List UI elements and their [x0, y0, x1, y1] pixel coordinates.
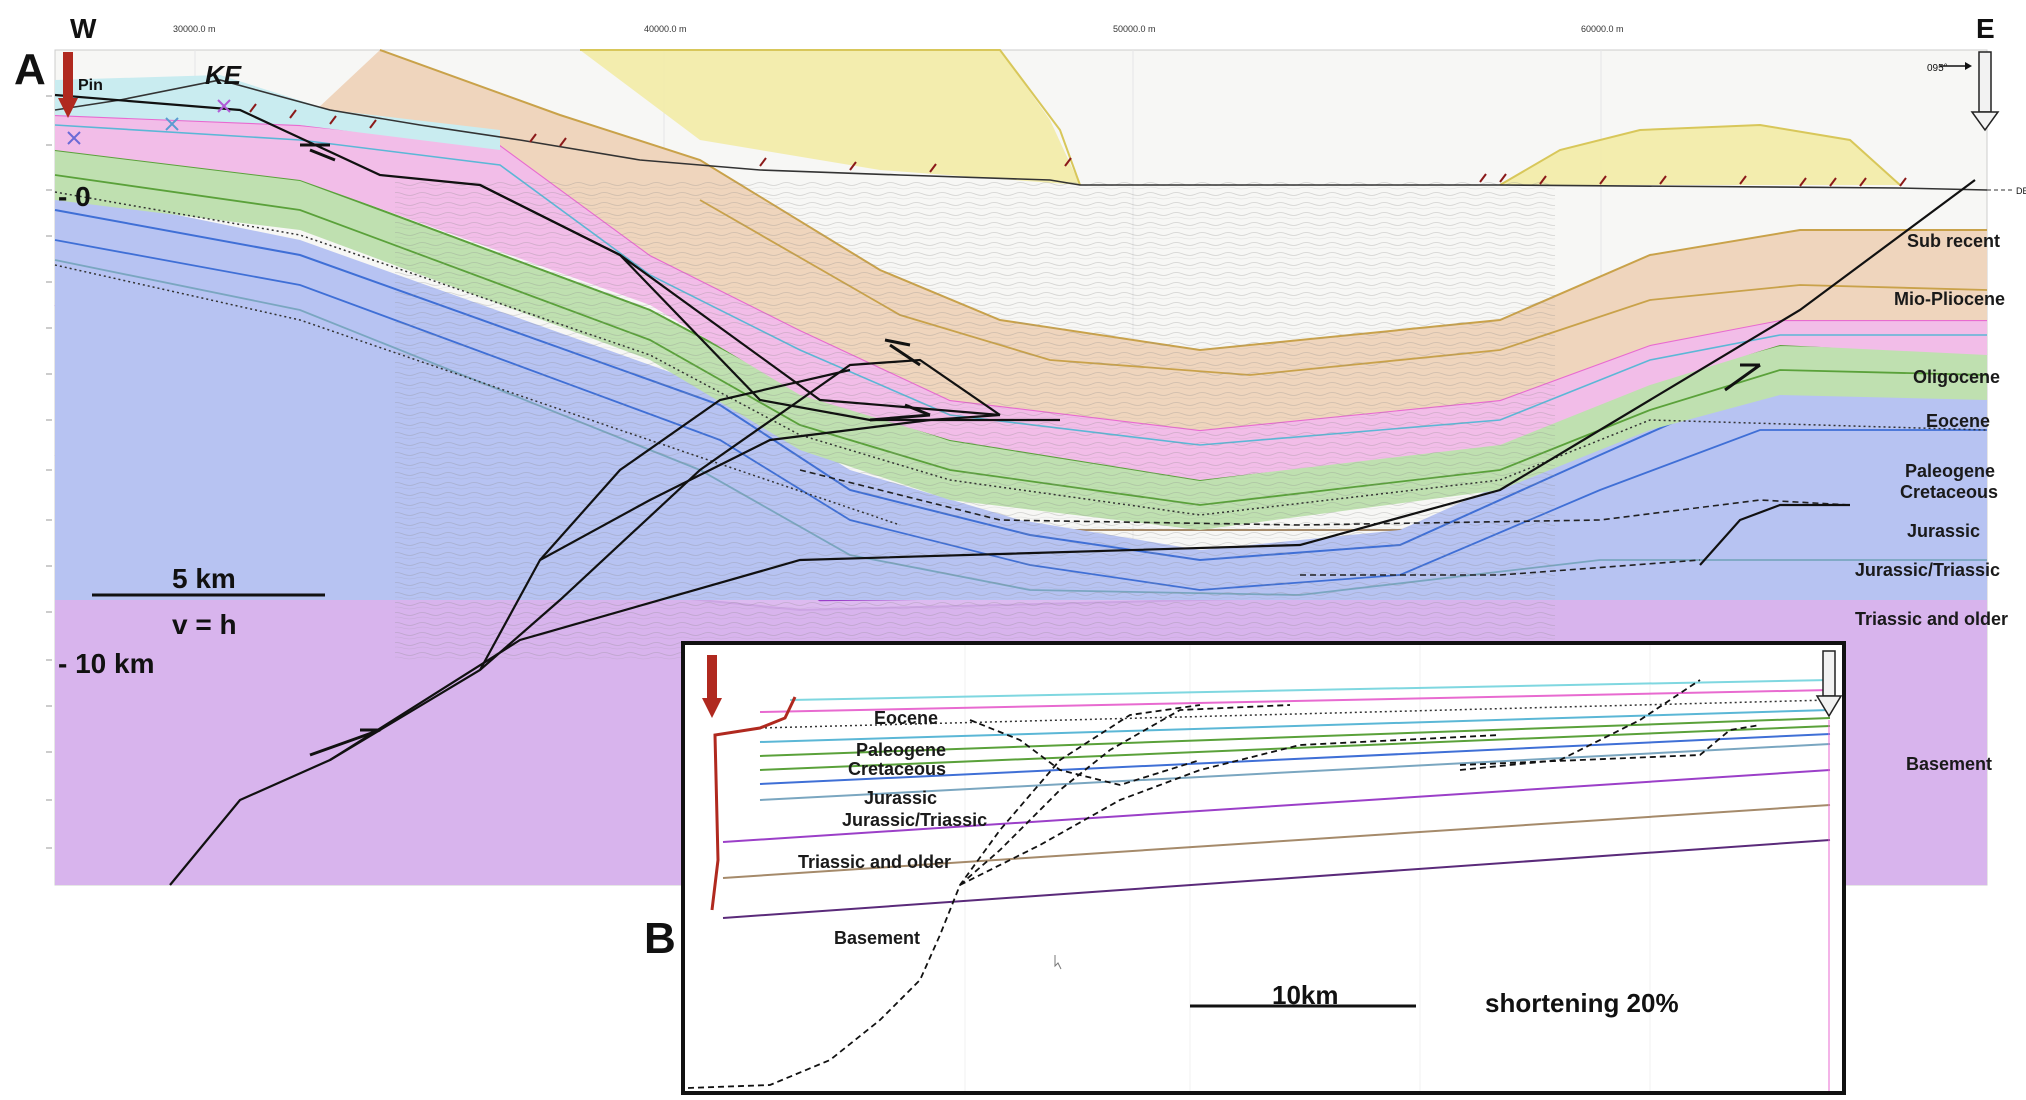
ke-markers: [67, 99, 231, 145]
dashed-horizon: [799, 469, 1851, 526]
depth-zero-label: - 0: [58, 181, 91, 212]
unit-label-sub-recent: Sub recent: [1907, 231, 2000, 251]
subrecent-line: [580, 49, 1081, 186]
unit-labels: Sub recent Mio-Pliocene Oligocene Eocene…: [1855, 231, 2008, 774]
cursor-icon: [1054, 955, 1062, 970]
unit-label-basement: Basement: [1906, 754, 1992, 774]
datum-tag: DE: [2016, 186, 2026, 196]
x-tick-label: 60000.0 m: [1581, 24, 1624, 34]
fault-arrows: [300, 143, 1761, 757]
subrecent-line-east: [1499, 123, 1901, 186]
pin-arrow-b: [702, 655, 722, 718]
shortening-label: shortening 20%: [1485, 988, 1679, 1018]
label-b-jurassic: Jurassic: [864, 788, 937, 808]
west-label: W: [70, 13, 97, 44]
label-b-jurassic-triassic: Jurassic/Triassic: [842, 810, 987, 830]
label-b-basement: Basement: [834, 928, 920, 948]
dashed-horizon-2: [1300, 559, 1701, 576]
label-b-paleogene: Paleogene: [856, 740, 946, 760]
pin-arrow-west: [58, 52, 78, 118]
panel-b-grid: [964, 645, 1651, 1091]
panel-a-letter: A: [14, 45, 46, 94]
scale-label-b: 10km: [1272, 980, 1339, 1010]
label-b-cretaceous: Cretaceous: [848, 759, 946, 779]
surface-cyan-unit: [55, 75, 500, 150]
depth-axis-ticks: [46, 95, 52, 849]
ke-label: KE: [205, 60, 242, 90]
azimuth-label: 095°: [1927, 63, 1948, 74]
unit-label-eocene: Eocene: [1926, 411, 1990, 431]
x-tick-label: 50000.0 m: [1113, 24, 1156, 34]
panel-b: B Eocene Paleogene Cretaceous Jurassic J…: [644, 641, 1846, 1095]
scale-label-a: 5 km: [172, 563, 236, 594]
label-b-eocene: Eocene: [874, 708, 938, 728]
pin-label: Pin: [78, 77, 103, 94]
panel-b-letter: B: [644, 914, 676, 963]
depth-ten-label: - 10 km: [58, 648, 155, 679]
pin-arrow-east: [1970, 51, 2000, 132]
unit-label-triassic: Triassic and older: [1855, 609, 2008, 629]
x-tick-label: 30000.0 m: [173, 24, 216, 34]
topographic-surface: [54, 79, 1988, 191]
oligocene-unit: [300, 50, 1987, 430]
scale-ratio-a: v = h: [172, 609, 237, 640]
pin-arrow-b-east: [1815, 650, 1843, 718]
unit-label-oligocene: Oligocene: [1913, 367, 2000, 387]
dotted-horizon-1: [54, 191, 1988, 516]
panel-b-labels: Eocene Paleogene Cretaceous Jurassic Jur…: [798, 708, 987, 948]
subrecent-wedge-west: [580, 50, 1080, 185]
unit-label-mio-pliocene: Mio-Pliocene: [1894, 289, 2005, 309]
restored-faults: [687, 679, 1761, 1089]
unit-label-cretaceous: Cretaceous: [1900, 482, 1998, 502]
unit-label-jurassic-triassic: Jurassic/Triassic: [1855, 560, 2000, 580]
restored-pin-line: [710, 696, 797, 911]
restored-layers: [722, 679, 1831, 919]
dip-ticks: [249, 103, 1907, 187]
unit-label-jurassic: Jurassic: [1907, 521, 1980, 541]
fault-lines: [54, 93, 1976, 886]
dotted-horizon-2: [54, 264, 901, 526]
x-tick-label: 40000.0 m: [644, 24, 687, 34]
unit-label-paleogene: Paleogene: [1905, 461, 1995, 481]
azimuth-arrow: [1940, 62, 1972, 70]
label-b-triassic: Triassic and older: [798, 852, 951, 872]
east-label: E: [1976, 13, 1995, 44]
